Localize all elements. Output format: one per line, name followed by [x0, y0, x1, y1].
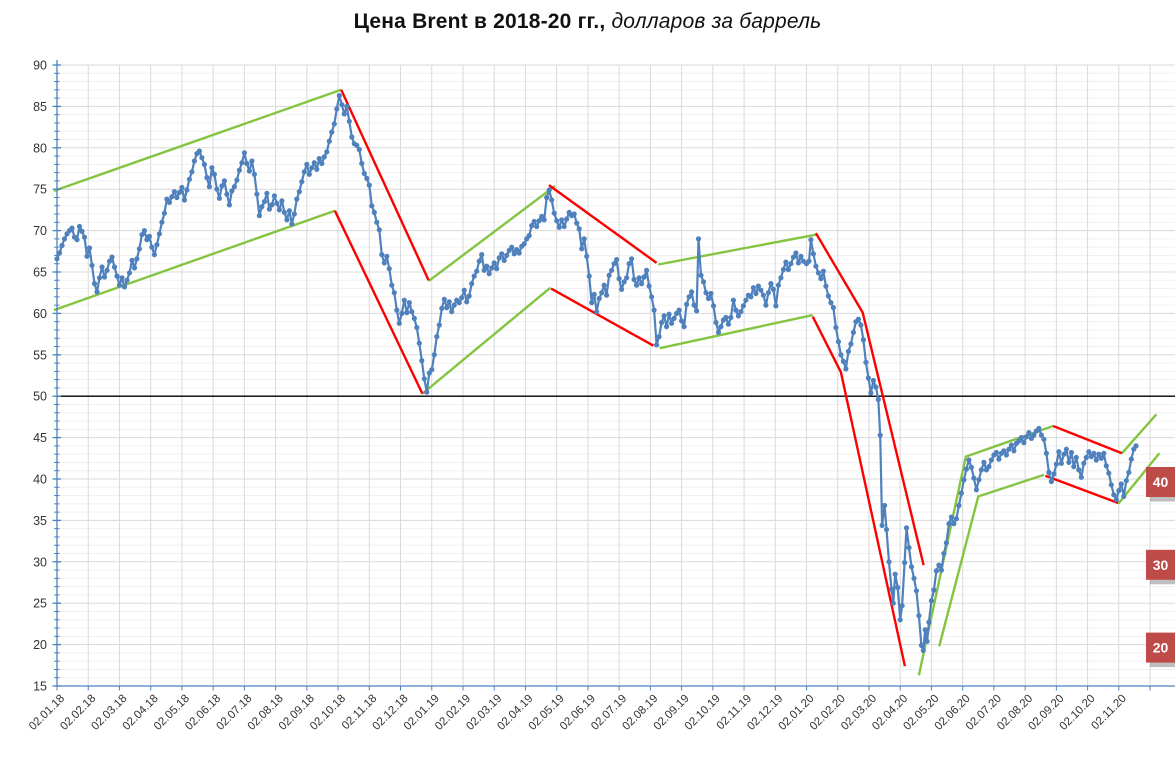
uptrend-line — [1121, 413, 1158, 455]
y-tick-label: 45 — [33, 431, 47, 445]
price-badge-30 — [1146, 549, 1175, 580]
y-tick-label: 60 — [33, 307, 47, 321]
price-badge-40 — [1146, 467, 1175, 497]
uptrend-line — [427, 184, 556, 283]
y-tick-label: 80 — [33, 141, 47, 155]
y-tick-label: 55 — [33, 348, 47, 362]
downtrend-line — [811, 316, 907, 667]
uptrend-line — [53, 88, 342, 193]
uptrend-line — [659, 313, 814, 350]
chart-title-main: Цена Brent в 2018-20 гг., — [353, 10, 606, 33]
downtrend-line — [1052, 424, 1123, 455]
downtrend-line — [1044, 474, 1119, 505]
downtrend-line — [814, 232, 925, 566]
major-gridlines — [57, 64, 1175, 687]
price-badge-label: 20 — [1153, 640, 1169, 656]
y-tick-label: 75 — [33, 183, 47, 197]
downtrend-channel-lines — [333, 89, 1123, 667]
downtrend-line — [548, 184, 658, 264]
uptrend-line — [938, 473, 1045, 647]
price-badge-label: 30 — [1153, 557, 1169, 573]
minor-gridlines — [57, 72, 1175, 679]
x-tick-label: 02.11.20 — [1089, 693, 1129, 733]
y-tick-label: 20 — [33, 638, 47, 652]
price-badge-label: 40 — [1153, 474, 1169, 490]
price-badge-20 — [1146, 632, 1175, 663]
axes — [52, 60, 1175, 691]
y-tick-label: 25 — [33, 597, 47, 611]
y-tick-label: 30 — [33, 555, 47, 569]
x-axis-labels: 02.01.1802.02.1802.03.1802.04.1802.05.18… — [27, 693, 1129, 733]
uptrend-line — [657, 233, 817, 266]
y-tick-label: 90 — [33, 59, 47, 73]
y-tick-label: 70 — [33, 224, 47, 238]
uptrend-line — [53, 209, 336, 312]
y-tick-label: 65 — [33, 266, 47, 280]
chart-title: Цена Brent в 2018-20 гг., долларов за ба… — [0, 10, 1175, 34]
price-series — [55, 94, 1137, 652]
uptrend-channel-lines — [53, 88, 1161, 676]
downtrend-line — [340, 89, 430, 281]
price-line — [55, 94, 1137, 652]
price-level-badges: 40 30 20 — [1146, 467, 1175, 668]
y-tick-label: 50 — [33, 390, 47, 404]
y-tick-label: 40 — [33, 473, 47, 487]
uptrend-line — [421, 286, 552, 395]
downtrend-line — [333, 210, 424, 395]
y-axis-labels: 15 20 25 30 35 40 45 50 55 60 65 70 75 80 85 90 — [33, 59, 47, 694]
price-markers — [54, 93, 1139, 654]
downtrend-line — [550, 287, 655, 347]
y-tick-label: 15 — [33, 680, 47, 694]
y-tick-label: 35 — [33, 514, 47, 528]
chart-title-subtitle: долларов за баррель — [605, 10, 822, 33]
y-tick-label: 85 — [33, 100, 47, 114]
